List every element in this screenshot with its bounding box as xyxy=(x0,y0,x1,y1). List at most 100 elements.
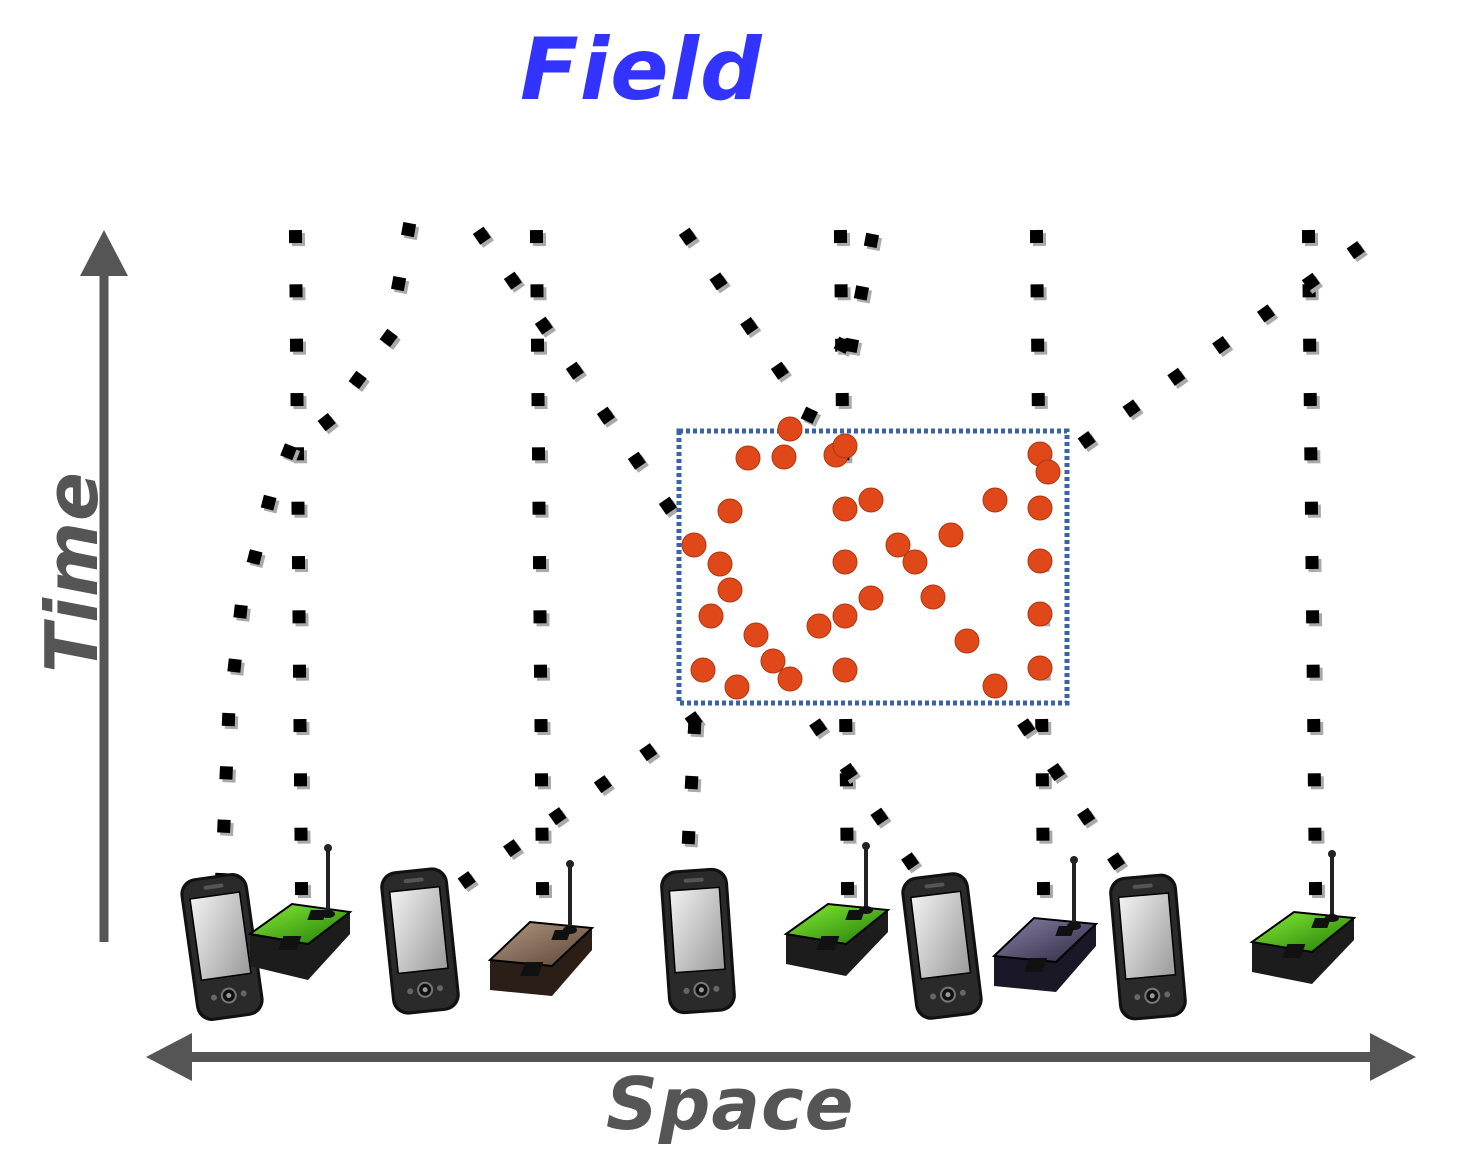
track-dot xyxy=(233,604,248,619)
field-title: Field xyxy=(520,20,763,120)
sample-point xyxy=(832,603,858,629)
sample-point xyxy=(858,487,884,513)
sample-point xyxy=(1027,495,1053,521)
track-dot xyxy=(1303,392,1317,407)
track-dot xyxy=(533,664,548,678)
track-dot xyxy=(246,549,263,566)
sample-point xyxy=(743,622,769,648)
track-dot xyxy=(800,406,818,424)
sample-point xyxy=(735,445,761,471)
track-dot xyxy=(291,501,305,515)
track-dot xyxy=(593,775,612,794)
track-dot xyxy=(1107,852,1126,871)
track-dot xyxy=(531,447,546,461)
track-dot xyxy=(291,555,306,570)
track-dot xyxy=(391,276,407,292)
track-dot xyxy=(288,229,303,244)
sample-point xyxy=(724,674,750,700)
track-dot xyxy=(1346,241,1365,260)
track-dot xyxy=(472,226,491,245)
track-dot xyxy=(227,658,242,673)
sample-point xyxy=(806,613,832,639)
track-dot xyxy=(260,494,277,511)
sample-point xyxy=(858,585,884,611)
track-dot xyxy=(1308,881,1323,896)
sample-point xyxy=(707,551,733,577)
track-dot xyxy=(1035,718,1049,733)
track-dot xyxy=(843,337,860,353)
track-dot xyxy=(840,881,855,896)
track-dot xyxy=(348,370,367,389)
track-dot xyxy=(292,610,306,624)
track-dot xyxy=(1029,229,1044,244)
track-dot xyxy=(534,316,553,335)
track-dot xyxy=(1256,304,1276,323)
space-axis-label: Space xyxy=(606,1062,855,1146)
track-dot xyxy=(709,272,728,291)
track-dot xyxy=(548,807,567,826)
track-dot xyxy=(293,718,307,733)
sensor-node-icon xyxy=(1249,850,1357,984)
track-dot xyxy=(294,881,309,896)
sample-point xyxy=(938,522,964,548)
devices-row xyxy=(177,842,1357,1025)
sample-point xyxy=(832,549,858,575)
sample-point xyxy=(1035,459,1061,485)
track-dot xyxy=(839,762,858,782)
track-dot xyxy=(531,392,545,407)
track-dot xyxy=(1308,827,1322,841)
track-dot xyxy=(503,271,522,290)
track-dot xyxy=(294,827,308,841)
track-dot xyxy=(1017,718,1036,737)
track-dot xyxy=(1301,272,1320,291)
track-dot xyxy=(870,807,889,826)
sample-point xyxy=(777,666,803,692)
track-dot xyxy=(639,743,658,762)
track-dot xyxy=(379,328,398,347)
track-dot xyxy=(280,443,298,461)
track-dot xyxy=(289,338,304,352)
track-dot xyxy=(1212,336,1231,355)
track-dot xyxy=(684,775,699,790)
track-dot xyxy=(770,361,789,380)
smartphone-icon xyxy=(377,864,463,1018)
track-dot xyxy=(834,284,848,298)
device-trajectories xyxy=(214,222,1368,899)
track-dot xyxy=(1036,827,1050,841)
track-dot xyxy=(835,392,849,407)
track-dot xyxy=(530,338,545,352)
smartphone-icon xyxy=(658,865,738,1017)
track-dot xyxy=(1035,773,1049,787)
sample-point xyxy=(832,496,858,522)
track-dot xyxy=(596,406,615,425)
track-dot xyxy=(1307,718,1321,733)
space-axis-arrow xyxy=(146,1033,1416,1081)
sample-point xyxy=(690,657,716,683)
track-dot xyxy=(1030,284,1044,298)
smartphone-icon xyxy=(1106,871,1190,1023)
track-dot xyxy=(1031,338,1045,352)
sensor-node-icon xyxy=(783,842,891,976)
track-dot xyxy=(457,871,476,890)
track-dot xyxy=(1036,881,1051,896)
track-dot xyxy=(678,227,697,246)
sample-point xyxy=(760,648,786,674)
sample-point xyxy=(717,498,743,524)
track-dot xyxy=(565,361,584,380)
track-dot xyxy=(1031,392,1045,407)
sample-point xyxy=(771,444,797,470)
track-dot xyxy=(1077,431,1096,450)
track-dot xyxy=(853,285,870,301)
track-dot xyxy=(289,284,303,298)
track-dot xyxy=(292,664,307,678)
track-dot xyxy=(1167,367,1186,386)
track-dot xyxy=(534,773,549,787)
sample-point xyxy=(902,549,928,575)
sample-point xyxy=(954,628,980,654)
track-dot xyxy=(901,852,920,871)
track-dot xyxy=(1304,501,1318,515)
sample-point xyxy=(920,584,946,610)
track-dot xyxy=(317,412,336,432)
sensor-node-icon xyxy=(991,856,1099,992)
track-dot xyxy=(401,222,417,238)
